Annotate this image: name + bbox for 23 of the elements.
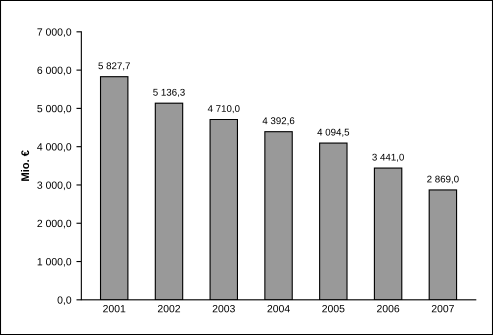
- data-label: 5 827,7: [98, 62, 130, 70]
- y-tick-label: 2 000,0: [37, 220, 72, 228]
- y-axis-title: Mio. €: [20, 150, 30, 181]
- x-tick-label: 2005: [322, 304, 344, 312]
- data-label: 4 094,5: [317, 128, 350, 137]
- x-tick-label: 2006: [377, 304, 400, 312]
- y-tick-label: 3 000,0: [37, 181, 72, 190]
- y-tick-label: 4 000,0: [37, 143, 72, 152]
- y-tick-label: 5 000,0: [37, 104, 72, 114]
- y-tick-label: 1 000,0: [38, 258, 72, 267]
- data-label: 4 392,6: [262, 117, 294, 126]
- data-label: 2 869,0: [427, 176, 459, 184]
- data-label: 5 136,3: [153, 88, 185, 97]
- y-tick-label: 7 000,0: [37, 28, 72, 37]
- x-tick-label: 2007: [432, 304, 454, 312]
- y-tick-label: 6 000,0: [37, 66, 72, 76]
- data-label: 4 710,0: [208, 105, 240, 114]
- x-tick-label: 2004: [267, 304, 290, 312]
- x-tick-label: 2002: [158, 304, 180, 312]
- y-tick-label: 0,0: [58, 296, 72, 305]
- data-label: 3 441,0: [372, 154, 404, 162]
- x-tick-label: 2001: [103, 304, 126, 312]
- x-tick-label: 2003: [212, 304, 235, 312]
